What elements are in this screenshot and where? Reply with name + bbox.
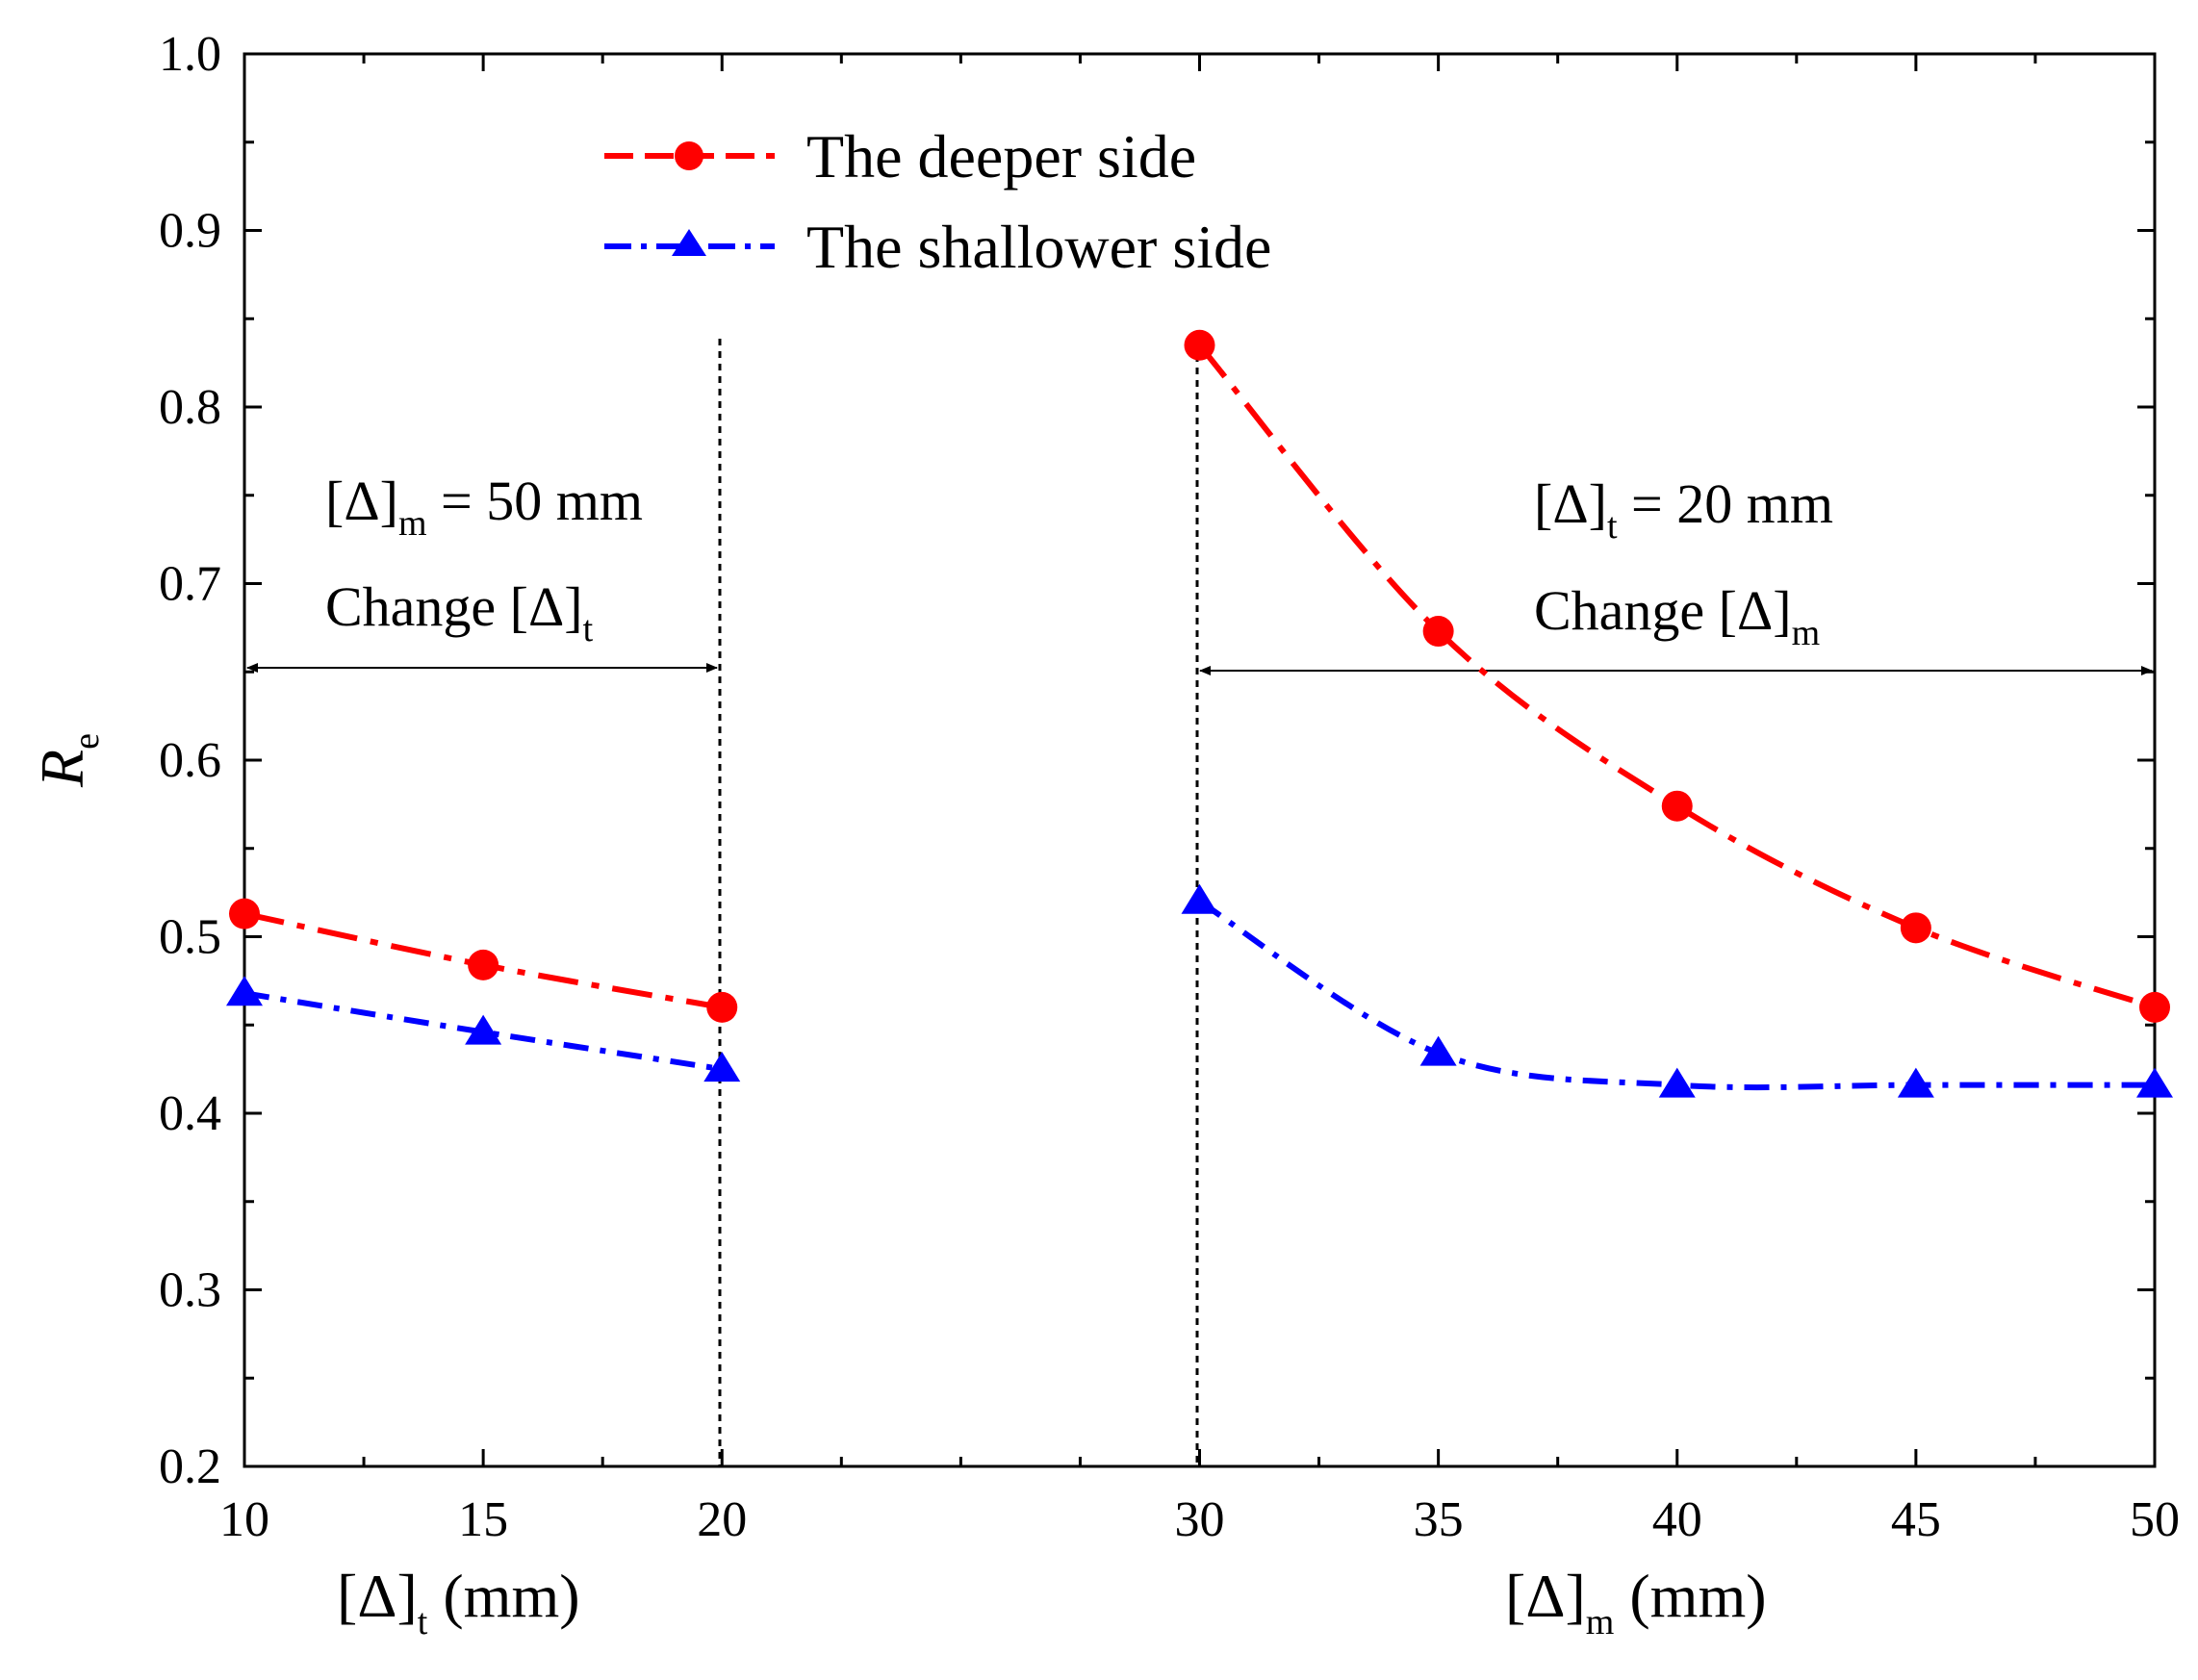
- series-layer: [226, 329, 2173, 1098]
- y-tick-label: 0.8: [159, 380, 221, 435]
- x-axis-title-right: [Δ]m (mm): [1505, 1562, 1767, 1642]
- x-tick-label: 35: [1414, 1492, 1464, 1547]
- annotation-left-line2: Change [Δ]t: [325, 575, 594, 649]
- y-tick-label: 0.7: [159, 557, 221, 612]
- y-tick-label: 0.9: [159, 204, 221, 259]
- shallower-series-line-change-delta-m: [1197, 899, 2155, 1091]
- y-axis-title: Re: [28, 733, 107, 788]
- y-tick-labels: 0.2 0.3 0.4 0.5 0.6 0.7 0.8 0.9 1.0: [159, 27, 221, 1494]
- x-tick-label: 20: [697, 1492, 747, 1547]
- y-tick-label: 0.5: [159, 910, 221, 965]
- deeper-point: [229, 898, 260, 929]
- annotation-right-line2: Change [Δ]m: [1534, 579, 1820, 653]
- x-tick-label: 50: [2130, 1492, 2180, 1547]
- shallower-point: [1419, 1035, 1457, 1066]
- annotation-right-line1: [Δ]t = 20 mm: [1534, 472, 1833, 547]
- y-tick-label: 0.3: [159, 1263, 221, 1318]
- y-tick-label: 0.2: [159, 1439, 221, 1494]
- shallower-series-line-change-delta-t: [243, 990, 723, 1073]
- deeper-series-line-change-delta-m: [1197, 343, 2156, 1010]
- axis-ticks: [243, 52, 2157, 1468]
- shallower-point: [703, 1052, 741, 1082]
- x-tick-label: 45: [1891, 1492, 1941, 1547]
- shallower-point: [1658, 1067, 1696, 1098]
- legend-marker-deeper: [675, 141, 703, 170]
- x-tick-label: 30: [1175, 1492, 1225, 1547]
- y-tick-label: 0.6: [159, 733, 221, 788]
- shallower-point: [1897, 1067, 1934, 1098]
- deeper-point: [1661, 790, 1693, 822]
- annotation-left-line1: [Δ]m = 50 mm: [325, 470, 643, 544]
- y-tick-label: 1.0: [159, 27, 221, 82]
- deeper-point: [1184, 329, 1215, 361]
- legend: The deeper side The shallower side: [604, 122, 1271, 281]
- deeper-point: [1900, 912, 1931, 944]
- shallower-point: [1181, 883, 1218, 914]
- deeper-point: [1422, 616, 1454, 648]
- x-tick-label: 10: [219, 1492, 269, 1547]
- x-tick-label: 15: [458, 1492, 508, 1547]
- legend-label-deeper: The deeper side: [806, 122, 1196, 191]
- shallower-point: [2136, 1067, 2173, 1098]
- shallower-point: [465, 1014, 502, 1045]
- deeper-point: [468, 949, 499, 980]
- x-axis-title-left: [Δ]t (mm): [337, 1562, 580, 1642]
- legend-marker-shallower: [672, 229, 706, 256]
- shallower-point: [226, 976, 263, 1006]
- legend-label-shallower: The shallower side: [806, 213, 1271, 281]
- x-tick-labels: 10 15 20 30 35 40 45 50: [219, 1492, 2180, 1547]
- x-tick-label: 40: [1652, 1492, 1702, 1547]
- deeper-point: [706, 991, 738, 1023]
- deeper-point: [2139, 991, 2170, 1023]
- y-tick-label: 0.4: [159, 1086, 221, 1141]
